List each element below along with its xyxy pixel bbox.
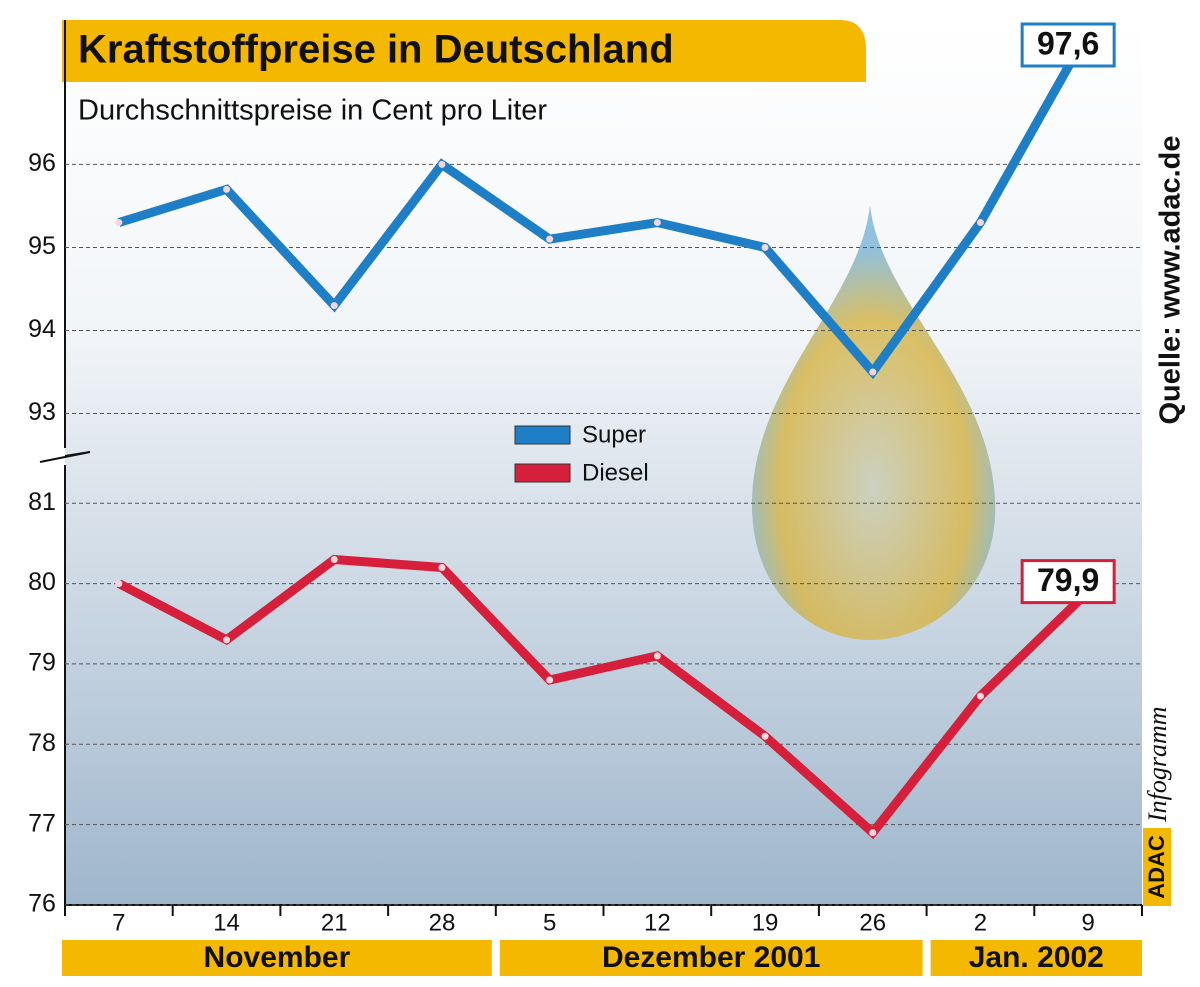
legend-label: Super: [582, 421, 646, 448]
y-tick-label: 94: [28, 315, 56, 343]
data-point: [653, 219, 661, 227]
x-tick-label: 7: [112, 909, 125, 936]
data-point: [330, 555, 338, 563]
data-point: [976, 219, 984, 227]
value-label: 97,6: [1037, 25, 1099, 61]
data-point: [115, 219, 123, 227]
y-tick-label: 80: [28, 568, 56, 596]
value-label-box: [1020, 22, 1116, 68]
chart-title: Kraftstoffpreise in Deutschland: [78, 28, 674, 72]
data-point: [976, 692, 984, 700]
x-tick-label: 28: [429, 909, 456, 936]
euro-drop: [751, 205, 996, 640]
x-tick-label: 5: [543, 909, 556, 936]
x-tick-label: 14: [213, 909, 240, 936]
y-tick-label: 78: [28, 729, 56, 757]
data-point: [223, 636, 231, 644]
x-group-band: [930, 940, 1142, 976]
y-tick-label: 93: [28, 398, 56, 426]
data-point: [546, 235, 554, 243]
y-tick-label: 96: [28, 149, 56, 177]
y-tick-label: 95: [28, 232, 56, 260]
credit-badge: [1143, 828, 1171, 906]
title-band: [62, 20, 866, 82]
data-point: [761, 243, 769, 251]
chart-subtitle: Durchschnittspreise in Cent pro Liter: [78, 95, 547, 127]
data-point: [330, 302, 338, 310]
data-point: [546, 676, 554, 684]
data-point: [223, 185, 231, 193]
value-label: 79,9: [1037, 562, 1099, 598]
axis-break: [39, 451, 91, 463]
data-point: [869, 829, 877, 837]
y-tick-label: 79: [28, 649, 56, 677]
x-group-label: November: [204, 941, 351, 974]
x-tick-label: 19: [752, 909, 779, 936]
data-point: [761, 732, 769, 740]
y-tick-label: 77: [28, 809, 56, 837]
data-point: [653, 652, 661, 660]
x-group-label: Dezember 2001: [602, 941, 820, 974]
value-label-box: [1020, 559, 1116, 605]
x-tick-label: 12: [644, 909, 671, 936]
credit: ADAC: [1144, 835, 1169, 899]
x-tick-label: 21: [321, 909, 348, 936]
series-line: [117, 29, 1093, 380]
series-line: [116, 554, 1092, 840]
legend-label: Diesel: [582, 459, 649, 486]
y-tick-label: 76: [28, 890, 56, 918]
y-tick-label: 81: [28, 488, 56, 516]
x-group-band: [62, 940, 492, 976]
legend-swatch: [514, 463, 571, 483]
legend-swatch: [514, 425, 571, 445]
data-point: [115, 580, 123, 588]
x-tick-label: 2: [974, 909, 987, 936]
source: Quelle: www.adac.de: [1155, 135, 1187, 424]
data-point: [869, 368, 877, 376]
data-point: [438, 564, 446, 571]
x-tick-label: 26: [859, 909, 886, 936]
x-tick-label: 9: [1081, 909, 1094, 936]
data-point: [438, 160, 446, 168]
x-group-band: [499, 940, 923, 976]
x-group-label: Jan. 2002: [969, 941, 1104, 974]
credit-note: Infogramm: [1143, 706, 1172, 823]
